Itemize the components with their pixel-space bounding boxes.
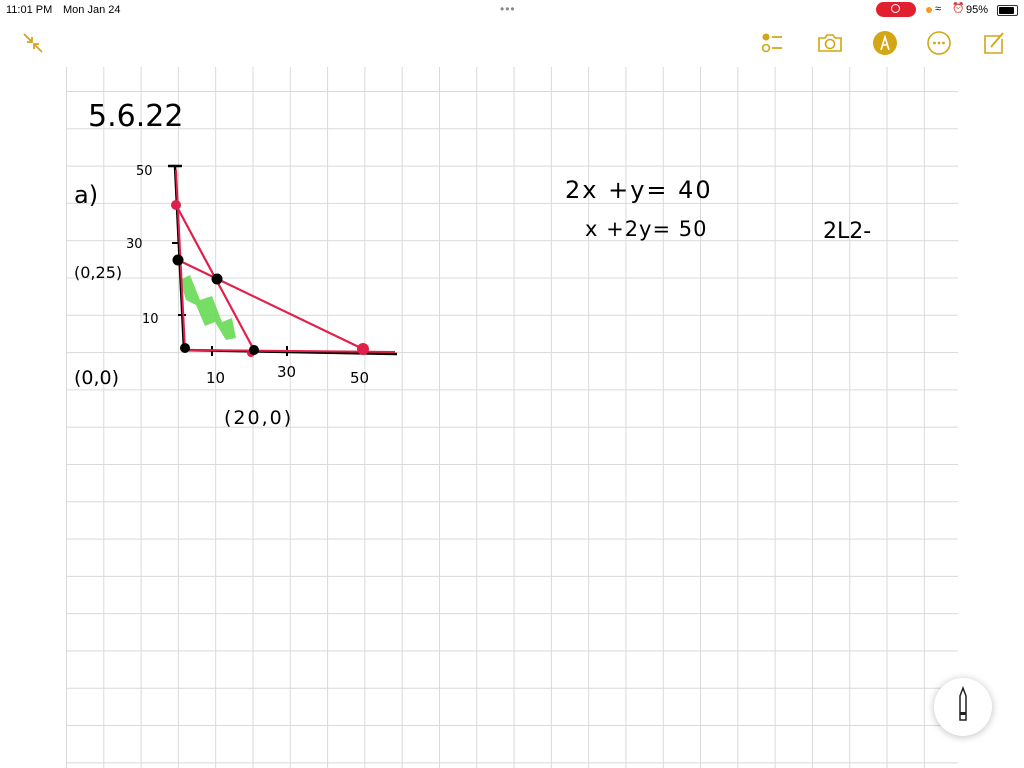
point-label: (20,0) (224, 407, 293, 429)
note-canvas[interactable] (66, 67, 958, 768)
axes (168, 164, 398, 356)
alarm-icon: ⏰ (952, 3, 965, 14)
camera-icon[interactable] (817, 30, 843, 56)
y-tick-50: 50 (136, 164, 153, 179)
part-label: a) (74, 181, 98, 209)
markup-pen-icon[interactable] (872, 30, 898, 56)
equation: 2x +y= 40 (565, 176, 713, 204)
x-tick-50: 50 (350, 369, 369, 387)
compose-icon[interactable] (981, 30, 1007, 56)
mic-indicator-icon (926, 7, 932, 13)
point-label: (0,25) (74, 263, 122, 282)
vertex-point (172, 254, 184, 266)
equation: x +2y= 50 (585, 217, 707, 241)
constraint-line-x-2y-50 (177, 259, 364, 350)
battery-icon (997, 5, 1018, 16)
vertex-point (211, 273, 223, 285)
x-tick-30: 30 (277, 363, 296, 381)
status-bar: 11:01 PM Mon Jan 24 ••• ≈ ⏰ 95% (0, 0, 1024, 22)
graph (168, 164, 398, 357)
note-title: 5.6.22 (88, 99, 183, 134)
multitasking-dots[interactable]: ••• (500, 2, 516, 16)
screen-recording-indicator[interactable] (876, 2, 916, 17)
vertex-point (249, 345, 259, 355)
collapse-icon[interactable] (20, 30, 46, 56)
pencil-icon (959, 685, 967, 721)
vertex-point (180, 343, 190, 353)
point-label: (0,0) (74, 367, 119, 389)
status-time: 11:01 PM (6, 4, 53, 16)
boundary-line (175, 169, 396, 353)
intercept-point (171, 200, 181, 210)
y-tick-30: 30 (126, 237, 143, 252)
wifi-icon: ≈ (935, 3, 942, 15)
side-note: 2L2- (823, 219, 871, 244)
checklist-icon[interactable] (760, 30, 786, 56)
more-icon[interactable] (926, 30, 952, 56)
status-date: Mon Jan 24 (63, 4, 121, 16)
y-tick-10: 10 (142, 312, 159, 327)
x-tick-10: 10 (206, 369, 225, 387)
intercept-point (357, 343, 369, 355)
feasible-region-shading (180, 275, 236, 340)
pencil-tool-button[interactable] (934, 678, 992, 736)
battery-percent: 95% (966, 4, 989, 16)
